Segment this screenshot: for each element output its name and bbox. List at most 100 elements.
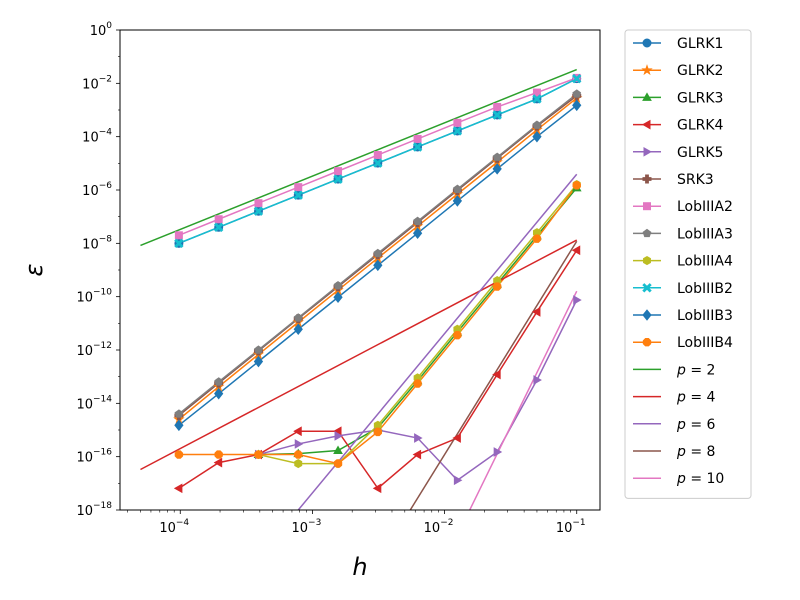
data-point-lobiiib3 xyxy=(373,259,383,272)
series-line-p-4 xyxy=(140,239,578,471)
data-point-lobiiia3 xyxy=(452,184,462,193)
data-point-lobiiib4 xyxy=(333,459,343,468)
data-point-lobiiia3 xyxy=(174,409,184,418)
legend-label-p-8: p = 8 xyxy=(676,444,715,460)
data-point-lobiiib4 xyxy=(174,450,184,459)
data-point-lobiiib4 xyxy=(294,450,303,459)
data-point-lobiiia2 xyxy=(254,199,263,208)
data-point-lobiiib3 xyxy=(452,195,463,207)
axes-layer: 10−18 10−16 10−14 10−12 10−10 10−8 10−6 10−4 10−… xyxy=(76,21,601,536)
y-tick-label: 10−16 xyxy=(76,448,112,466)
legend-label-lobiiia3: LobIIIA3 xyxy=(677,226,733,242)
data-point-lobiiib2 xyxy=(572,73,582,84)
legend-marker-glrk2 xyxy=(641,64,653,76)
legend-label-srk3: SRK3 xyxy=(677,172,714,188)
legend-marker-glrk1 xyxy=(642,38,652,48)
data-point-lobiiib3 xyxy=(333,291,343,304)
data-point-glrk5 xyxy=(533,375,542,385)
data-point-glrk4 xyxy=(213,457,223,468)
data-point-lobiiia2 xyxy=(493,102,502,111)
data-point-lobiiia3 xyxy=(214,377,224,386)
data-point-lobiiib2 xyxy=(532,94,542,104)
data-point-glrk4 xyxy=(293,426,302,437)
data-point-lobiiib2 xyxy=(333,174,343,184)
data-point-glrk4 xyxy=(173,483,183,494)
legend-marker-lobiiib3 xyxy=(642,309,652,321)
marker-layer xyxy=(173,73,583,494)
x-tick-label: 10−2 xyxy=(424,518,454,536)
legend-box xyxy=(624,29,752,499)
data-point-lobiiib3 xyxy=(492,163,502,175)
series-line-glrk4 xyxy=(178,249,578,490)
data-point-glrk5 xyxy=(294,439,304,449)
data-point-glrk4 xyxy=(412,449,422,460)
data-point-lobiiia3 xyxy=(572,89,582,98)
data-point-lobiiib3 xyxy=(293,323,303,336)
data-point-lobiiia4 xyxy=(294,459,303,469)
data-point-lobiiib3 xyxy=(174,419,184,432)
data-point-glrk4 xyxy=(372,483,382,494)
legend-label-p-6: p = 6 xyxy=(676,417,716,433)
data-point-lobiiia2 xyxy=(453,118,462,127)
data-point-glrk5 xyxy=(334,431,344,441)
legend-marker-lobiiib2 xyxy=(642,283,652,293)
legend-label-lobiiib3: LobIIIB3 xyxy=(677,308,733,324)
data-point-lobiiib3 xyxy=(214,387,224,400)
data-point-lobiiia3 xyxy=(532,120,542,129)
legend-marker-lobiiia3 xyxy=(642,228,652,238)
data-point-glrk4 xyxy=(571,245,581,256)
data-point-lobiiia2 xyxy=(532,88,541,97)
data-point-lobiiib3 xyxy=(532,130,542,143)
y-tick-label: 10−14 xyxy=(76,394,112,412)
legend-label-glrk4: GLRK4 xyxy=(677,118,724,134)
legend-marker-glrk4 xyxy=(641,119,651,130)
legend-label-lobiiia2: LobIIIA2 xyxy=(677,199,733,215)
series-line-p-6 xyxy=(297,173,578,510)
data-point-lobiiib3 xyxy=(253,355,264,368)
series-layer xyxy=(140,68,578,510)
data-point-lobiiib4 xyxy=(492,282,502,291)
y-axis-title: ε xyxy=(20,263,48,276)
data-point-lobiiia2 xyxy=(413,134,422,143)
series-line-p-2 xyxy=(140,68,578,247)
data-point-lobiiia3 xyxy=(373,248,383,258)
legend-label-lobiiia4: LobIIIA4 xyxy=(677,254,733,270)
data-point-lobiiib2 xyxy=(452,126,463,136)
y-tick-label: 10−4 xyxy=(82,128,112,146)
y-tick-label: 10−6 xyxy=(82,181,112,199)
x-tick-label: 10−4 xyxy=(159,518,189,536)
data-point-glrk4 xyxy=(531,306,541,317)
data-point-lobiiib2 xyxy=(492,110,502,120)
legend-label-glrk3: GLRK3 xyxy=(677,90,723,106)
legend-label-p-10: p = 10 xyxy=(676,471,724,487)
data-point-lobiiia3 xyxy=(413,216,422,226)
legend-label-glrk1: GLRK1 xyxy=(677,36,723,52)
legend-label-lobiiib2: LobIIIB2 xyxy=(677,281,733,297)
data-point-lobiiib2 xyxy=(412,142,423,152)
data-point-lobiiia2 xyxy=(174,231,183,240)
legend-label-p-4: p = 4 xyxy=(676,390,716,406)
data-point-glrk5 xyxy=(414,433,423,443)
legend-marker-srk3 xyxy=(642,174,652,184)
x-tick-label: 10−3 xyxy=(291,518,321,536)
legend-marker-lobiiib4 xyxy=(642,338,652,347)
legend-label-lobiiib4: LobIIIB4 xyxy=(677,335,733,351)
y-tick-label: 10−18 xyxy=(76,501,112,519)
legend-label-glrk5: GLRK5 xyxy=(677,145,723,161)
data-point-lobiiia3 xyxy=(492,152,502,161)
data-point-glrk5 xyxy=(493,447,503,457)
y-tick-label: 10−8 xyxy=(82,234,112,252)
data-point-lobiiib4 xyxy=(214,450,223,459)
y-tick-label: 10−2 xyxy=(82,74,112,92)
y-tick-label: 10−10 xyxy=(76,288,112,306)
data-point-lobiiib4 xyxy=(453,330,462,340)
legend-label-p-2: p = 2 xyxy=(676,362,715,378)
data-point-lobiiib2 xyxy=(253,206,264,216)
data-point-lobiiib3 xyxy=(572,99,582,112)
data-point-lobiiib4 xyxy=(413,379,422,388)
x-tick-label: 10−1 xyxy=(556,518,586,536)
data-point-lobiiib2 xyxy=(213,222,224,232)
x-axis-title: h xyxy=(352,553,367,581)
data-point-lobiiia2 xyxy=(294,183,303,192)
